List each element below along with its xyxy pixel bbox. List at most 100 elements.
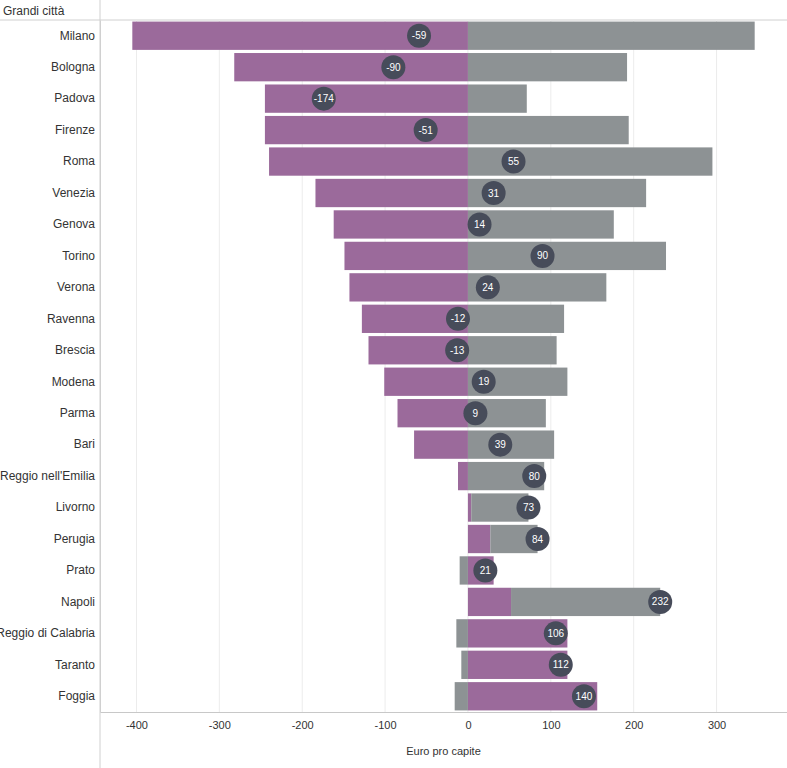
bar (265, 84, 468, 112)
data-label: -59 (412, 30, 427, 41)
bar (460, 556, 468, 584)
y-tick: Reggio di Calabria (0, 626, 100, 640)
bar (468, 22, 755, 50)
data-label: -12 (451, 313, 466, 324)
bar (384, 368, 468, 396)
net-dot (488, 433, 512, 457)
net-dot (473, 558, 497, 582)
data-label: 140 (576, 691, 593, 702)
net-dot (544, 621, 568, 645)
bar (468, 242, 666, 270)
x-tick-label: 300 (708, 719, 726, 731)
net-dot (502, 150, 526, 174)
category-label: Ravenna (47, 312, 95, 326)
bar (468, 619, 567, 647)
category-label: Torino (62, 249, 95, 263)
x-tick: -300 (209, 712, 231, 731)
data-label: -51 (418, 125, 433, 136)
category-label: Reggio di Calabria (0, 626, 95, 640)
dot-series (312, 24, 672, 709)
y-tick: Genova (53, 217, 100, 231)
bar (455, 682, 468, 710)
data-label: 31 (488, 188, 500, 199)
x-tick: -400 (126, 712, 148, 731)
bar (468, 147, 712, 175)
data-label: 232 (652, 596, 669, 607)
bar (315, 179, 467, 207)
category-label: Genova (53, 217, 95, 231)
bar (468, 53, 627, 81)
x-axis-title: Euro pro capite (406, 745, 481, 757)
y-axis-title: Grandi città (3, 4, 65, 18)
net-dot (482, 181, 506, 205)
category-label: Napoli (61, 595, 95, 609)
net-dot (468, 212, 492, 236)
net-dot (572, 684, 596, 708)
data-label: 80 (529, 471, 541, 482)
x-tick-label: 200 (625, 719, 643, 731)
bar (349, 273, 468, 301)
bar (511, 588, 660, 616)
category-label: Modena (52, 375, 96, 389)
bar (468, 305, 564, 333)
bar (414, 430, 468, 458)
y-tick: Firenze (55, 123, 100, 137)
x-tick: -200 (292, 712, 314, 731)
category-label: Reggio nell'Emilia (0, 469, 95, 483)
y-tick: Bologna (51, 60, 100, 74)
data-label: 112 (553, 659, 569, 670)
y-tick: Ravenna (47, 312, 100, 326)
data-label: 9 (473, 408, 479, 419)
x-tick-label: -400 (126, 719, 148, 731)
net-dot (312, 87, 336, 111)
x-axis: -400-300-200-1000100200300 (101, 712, 787, 731)
data-label: 84 (532, 534, 544, 545)
bar (132, 22, 468, 50)
y-tick: Venezia (52, 186, 100, 200)
grid-line (136, 20, 137, 712)
x-tick: 300 (708, 712, 726, 731)
data-labels: -59-90-174-515531149024-12-1319939807384… (314, 30, 669, 702)
bar (461, 651, 468, 679)
x-axis-line (101, 712, 787, 713)
data-label: -174 (314, 93, 334, 104)
y-tick: Padova (54, 91, 100, 105)
x-tick-label: -300 (209, 719, 231, 731)
category-label: Bologna (51, 60, 95, 74)
category-label: Livorno (56, 500, 96, 514)
y-tick: Torino (62, 249, 100, 263)
category-label: Bari (74, 437, 95, 451)
chart: -59-90-174-515531149024-12-1319939807384… (0, 0, 787, 768)
grid-line (716, 20, 717, 712)
frame-left (100, 0, 101, 768)
y-tick: Reggio nell'Emilia (0, 469, 100, 483)
bar (398, 399, 468, 427)
net-dot (522, 464, 546, 488)
category-label: Roma (63, 154, 95, 168)
bar (468, 682, 597, 710)
y-tick: Roma (63, 154, 100, 168)
category-label: Brescia (55, 343, 95, 357)
bar (334, 210, 468, 238)
data-label: 55 (508, 156, 520, 167)
net-dot (446, 307, 470, 331)
x-tick: -100 (375, 712, 397, 731)
header-rule (0, 20, 787, 21)
bar (234, 53, 468, 81)
y-tick: Bari (74, 437, 100, 451)
y-tick: Napoli (61, 595, 100, 609)
bar (468, 179, 646, 207)
data-label: -90 (386, 62, 401, 73)
y-axis: Milano Bologna Padova Firenze Roma Venezia Gen… (0, 21, 101, 713)
y-tick: Livorno (56, 500, 100, 514)
bar (265, 116, 468, 144)
data-label: -13 (450, 345, 465, 356)
y-tick: Parma (60, 406, 100, 420)
y-tick: Brescia (55, 343, 100, 357)
net-dot (445, 338, 469, 362)
y-tick: Milano (60, 29, 100, 43)
y-tick: Perugia (54, 532, 100, 546)
bar (468, 368, 567, 396)
category-label: Verona (57, 280, 95, 294)
plot-area (132, 22, 754, 711)
